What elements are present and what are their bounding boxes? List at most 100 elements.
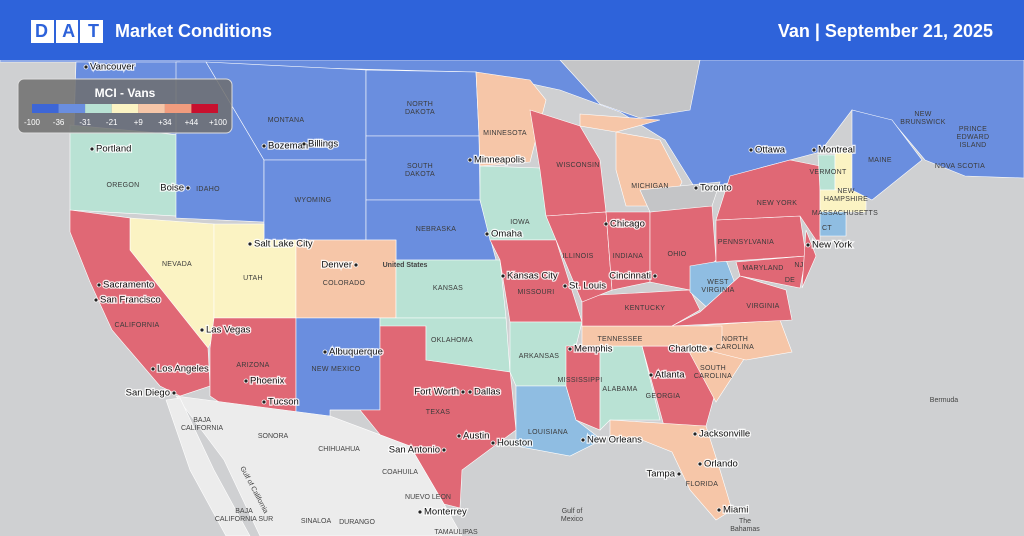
state-label: NEVADA [162, 261, 192, 268]
city-label: Billings [308, 139, 338, 150]
city-label: New Orleans [587, 435, 642, 446]
state-label: COLORADO [323, 280, 366, 287]
city-dot [322, 349, 328, 355]
state-label: IDAHO [196, 186, 220, 193]
city-label: Tampa [646, 469, 675, 480]
city-label: Jacksonville [699, 429, 750, 440]
region [579, 113, 661, 133]
place-label: Mexico [561, 516, 583, 523]
region [69, 209, 211, 397]
city-label: Portland [96, 144, 131, 155]
city-label: Toronto [700, 183, 732, 194]
header-title: Market Conditions [115, 21, 272, 41]
state-label: OHIO [667, 251, 686, 258]
region [609, 419, 733, 521]
state-label: VERMONT [809, 169, 847, 176]
place-label: COAHUILA [382, 469, 418, 476]
city-dot [456, 433, 462, 439]
city-label: New York [812, 240, 852, 251]
city-dot [805, 242, 811, 248]
city-dot [441, 447, 447, 453]
logo-box [31, 20, 103, 43]
region [671, 275, 793, 327]
city-label: Miami [723, 505, 748, 516]
city-dot [199, 327, 205, 333]
state-label: IOWA [510, 219, 530, 226]
state-label: ARKANSAS [519, 353, 560, 360]
city-dot [580, 437, 586, 443]
city-label: Montreal [818, 145, 855, 156]
state-label: KANSAS [433, 285, 463, 292]
state-label: CALIFORNIA [114, 322, 159, 329]
city-label: Ottawa [755, 145, 786, 156]
region [545, 211, 613, 303]
city-label: Minneapolis [474, 155, 525, 166]
state-label: MAINE [868, 157, 892, 164]
region [851, 109, 923, 201]
legend-label: -31 [79, 118, 91, 127]
state-label: FLORIDA [686, 481, 718, 488]
state-label: NJ [794, 262, 803, 269]
state-label: EDWARD [957, 134, 990, 141]
legend-label: +9 [134, 118, 144, 127]
city-label: Atlanta [655, 370, 685, 381]
logo-divider [78, 20, 80, 43]
city-dot [417, 509, 423, 515]
state-label: LOUISIANA [528, 429, 568, 436]
region [165, 397, 251, 536]
city-dot [96, 282, 102, 288]
city-label: Vancouver [90, 62, 135, 73]
city-dot [247, 241, 253, 247]
city-label: Austin [463, 431, 489, 442]
city-label: Albuquerque [329, 347, 383, 358]
state-label: ARIZONA [236, 362, 269, 369]
city-label: Phoenix [250, 376, 285, 387]
city-dot [89, 146, 95, 152]
labels: MONTANANORTHDAKOTAMINNESOTAOREGONIDAHOSO… [83, 60, 990, 536]
state-label: NORTH [722, 336, 748, 343]
city-label: Salt Lake City [254, 239, 313, 250]
city-label: San Antonio [389, 445, 440, 456]
state-label: OREGON [107, 182, 140, 189]
state-label: UTAH [243, 275, 263, 282]
state-label: MISSISSIPPI [558, 377, 603, 384]
city-dot [692, 431, 698, 437]
city-dot [261, 399, 267, 405]
state-label: MONTANA [268, 117, 305, 124]
region [581, 289, 701, 327]
city-dot [567, 346, 573, 352]
city-dot [748, 147, 754, 153]
city-dot [150, 366, 156, 372]
place-label: CALIFORNIA SUR [215, 516, 273, 523]
logo: DAT [35, 21, 99, 41]
legend-swatch [111, 104, 139, 113]
city-dot [652, 273, 658, 279]
city-label: Orlando [704, 459, 738, 470]
place-label: TAMAULIPAS [434, 529, 478, 536]
city-label: Omaha [491, 229, 523, 240]
state-label: OKLAHOMA [431, 337, 473, 344]
state-label: PENNSYLVANIA [718, 239, 774, 246]
legend: MCI - Vans -100 -36 -31 -21 +9 +34 +44 +100 [17, 78, 233, 134]
legend-swatch [191, 104, 218, 113]
city-dot [171, 390, 177, 396]
city-label: Los Angeles [157, 364, 209, 375]
city-dot [676, 471, 682, 477]
region [475, 71, 547, 167]
city-dot [353, 262, 359, 268]
city-label: Dallas [474, 387, 501, 398]
place-label: Bermuda [930, 397, 959, 404]
legend-swatch [164, 104, 192, 113]
state-label: MARYLAND [742, 265, 783, 272]
region [175, 395, 463, 536]
state-label: GEORGIA [646, 393, 681, 400]
state-label: TEXAS [426, 409, 450, 416]
state-label: MISSOURI [517, 289, 554, 296]
city-label: Charlotte [668, 344, 707, 355]
legend-label: +44 [185, 118, 199, 127]
city-dot [93, 297, 99, 303]
legend-title: MCI - Vans [95, 86, 156, 100]
place-label: NUEVO LEON [405, 494, 451, 501]
city-dot [811, 147, 817, 153]
region [69, 124, 181, 217]
